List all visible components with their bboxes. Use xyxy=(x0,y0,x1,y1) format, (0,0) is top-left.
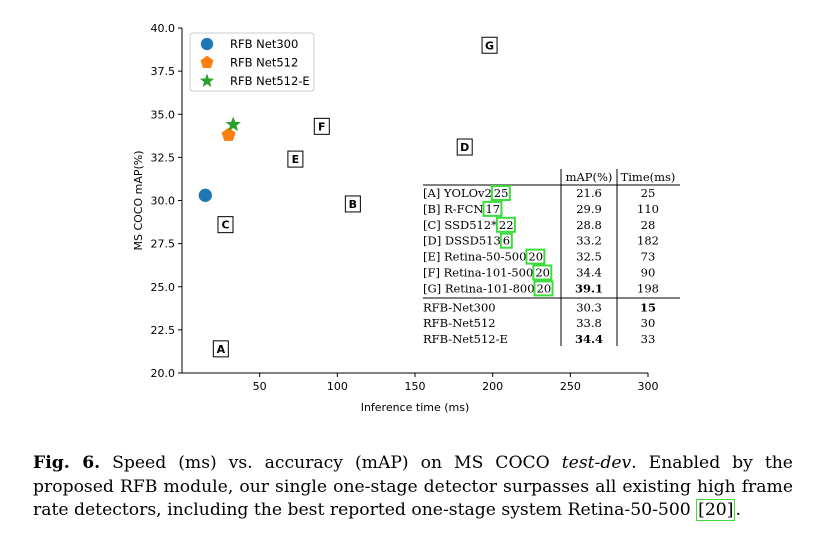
legend-marker xyxy=(200,37,214,51)
table-row-time: 25 xyxy=(641,186,656,200)
table-row-map: 34.4 xyxy=(575,332,603,346)
chart: 20.0 22.5 25.0 27.5 30.0 32.5 35.0 37.5 40.0 50 10… xyxy=(132,22,680,414)
table-row-map: 32.5 xyxy=(576,250,602,264)
table-row-name: [F] Retina-101-500 xyxy=(423,266,533,280)
point-label-box xyxy=(212,340,229,358)
table-header-time: Time(ms) xyxy=(621,170,676,184)
y-tick-label: 32.5 xyxy=(151,151,176,164)
caption-text-3: . xyxy=(735,500,741,520)
table-row-time: 90 xyxy=(641,266,656,280)
point-label-box xyxy=(456,138,473,156)
caption-italic: test-dev xyxy=(561,453,632,473)
table-row-time: 30 xyxy=(641,316,656,330)
legend-entry: RFB Net300 xyxy=(230,37,298,51)
point-label: E xyxy=(292,153,300,166)
table-row-name: RFB-Net512 xyxy=(423,316,496,330)
x-tick-label: 300 xyxy=(638,380,659,393)
table-header-map: mAP(%) xyxy=(566,170,613,184)
table-row-name: [G] Retina-101-800 xyxy=(423,281,535,295)
point-label-box xyxy=(313,117,330,135)
point-label: D xyxy=(460,141,469,154)
point-label-box xyxy=(481,36,498,54)
table-row-time: 28 xyxy=(641,218,656,232)
point-label: B xyxy=(349,198,357,211)
y-tick-label: 27.5 xyxy=(151,238,176,251)
data-point-star xyxy=(225,116,241,132)
x-axis-label: Inference time (ms) xyxy=(361,401,470,414)
table-ref-box xyxy=(525,248,546,265)
data-point-circle xyxy=(198,188,212,202)
table-row-ref: 6 xyxy=(503,234,510,248)
point-label: F xyxy=(318,120,326,133)
table-row-map: 33.8 xyxy=(576,316,602,330)
table-row-map: 21.6 xyxy=(576,186,602,200)
table-row-time: 110 xyxy=(637,202,659,216)
table-row-map: 28.8 xyxy=(576,218,602,232)
caption-ref[interactable]: [20] xyxy=(696,499,736,521)
table-row-name: RFB-Net300 xyxy=(423,300,496,314)
y-tick-label: 35.0 xyxy=(151,108,176,121)
y-tick-label: 20.0 xyxy=(151,367,176,380)
table-row-name: [E] Retina-50-500 xyxy=(423,250,526,264)
x-tick-label: 200 xyxy=(482,380,503,393)
table-row-time: 182 xyxy=(637,234,659,248)
y-tick-label: 30.0 xyxy=(151,195,176,208)
table-row-ref: 25 xyxy=(494,186,509,200)
y-tick-label: 37.5 xyxy=(151,65,176,78)
table-row-time: 73 xyxy=(641,250,656,264)
table-ref-box xyxy=(499,232,513,249)
legend-marker xyxy=(199,73,215,88)
point-label-box xyxy=(287,150,304,168)
legend-marker xyxy=(200,55,214,69)
table-row-ref: 22 xyxy=(499,218,514,232)
y-tick-label: 25.0 xyxy=(151,281,176,294)
table-ref-box xyxy=(533,280,554,297)
legend-box xyxy=(189,32,315,92)
x-tick-label: 50 xyxy=(253,380,267,393)
table-row-map: 34.4 xyxy=(576,266,602,280)
table-row-time: 15 xyxy=(640,300,656,314)
caption-fig-label: Fig. 6. xyxy=(33,453,101,473)
table-row-ref: 20 xyxy=(535,266,550,280)
table-row-time: 198 xyxy=(637,281,659,295)
table-row-ref: 17 xyxy=(485,202,500,216)
table-row-time: 33 xyxy=(641,332,656,346)
y-tick-label: 22.5 xyxy=(151,324,176,337)
point-label: G xyxy=(485,39,494,52)
table-row-name: [A] YOLOv2 xyxy=(423,186,492,200)
x-tick-label: 150 xyxy=(405,380,426,393)
table-ref-box xyxy=(532,264,553,281)
table-ref-box xyxy=(482,200,503,217)
table-row-name: [C] SSD512* xyxy=(423,218,497,232)
legend-entry: RFB Net512-E xyxy=(230,74,310,88)
legend-entry: RFB Net512 xyxy=(230,56,298,70)
table-ref-box xyxy=(495,216,516,233)
table-row-map: 39.1 xyxy=(575,281,603,295)
caption-text-2: . Enabled by the proposed RFB module, ou… xyxy=(33,453,793,520)
y-axis-label: MS COCO mAP(%) xyxy=(132,150,145,250)
table-row-map: 30.3 xyxy=(576,300,602,314)
table-row-name: RFB-Net512-E xyxy=(423,332,508,346)
table-row-map: 33.2 xyxy=(576,234,602,248)
point-label: C xyxy=(221,219,229,232)
table-row-map: 29.9 xyxy=(576,202,602,216)
table-row-ref: 20 xyxy=(528,250,543,264)
x-tick-label: 250 xyxy=(560,380,581,393)
table-ref-box xyxy=(490,185,511,201)
table-row-ref: 20 xyxy=(537,281,552,295)
point-label: A xyxy=(217,343,226,356)
y-tick-label: 40.0 xyxy=(151,22,176,35)
x-tick-label: 100 xyxy=(327,380,348,393)
data-point-pentagon xyxy=(221,127,236,141)
figure-caption: Fig. 6. Speed (ms) vs. accuracy (mAP) on… xyxy=(33,452,793,523)
caption-text-1: Speed (ms) vs. accuracy (mAP) on MS COCO xyxy=(100,453,562,473)
point-label-box xyxy=(217,216,234,234)
table-row-name: [B] R-FCN xyxy=(423,202,483,216)
point-label-box xyxy=(344,195,361,213)
table-row-name: [D] DSSD513 xyxy=(423,234,501,248)
